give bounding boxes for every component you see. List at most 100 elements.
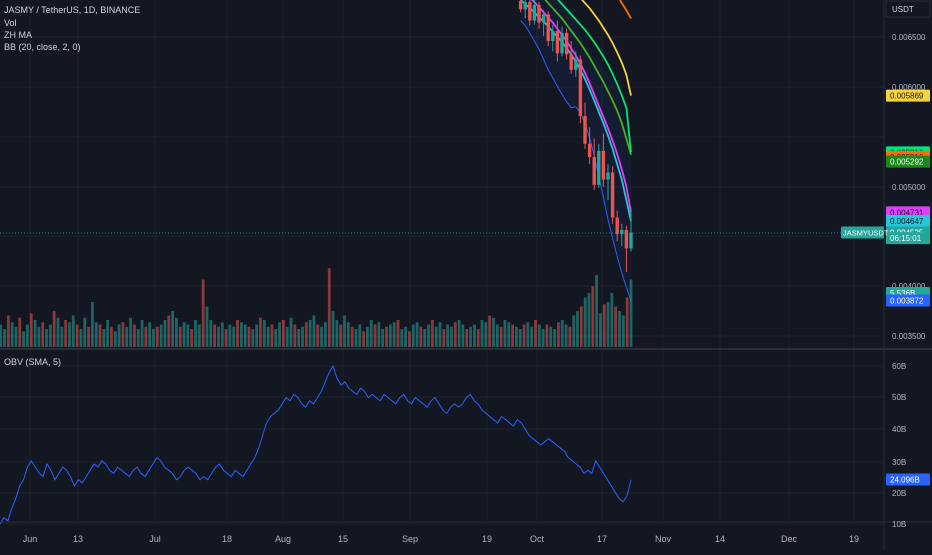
volume-bar xyxy=(392,322,396,347)
volume-bar xyxy=(545,324,549,347)
volume-bar xyxy=(366,326,369,347)
price-badge-countdown: 06:15:01 xyxy=(890,234,922,243)
volume-bar xyxy=(178,326,182,347)
volume-bar xyxy=(373,324,377,347)
volume-bar xyxy=(564,324,568,347)
volume-bar xyxy=(411,324,415,347)
volume-bar xyxy=(587,293,591,347)
volume-bar xyxy=(60,326,64,347)
time-tick-label: 19 xyxy=(482,534,492,544)
price-tick-label: 0.006000 xyxy=(892,83,926,92)
volume-bar xyxy=(209,320,213,347)
volume-bar xyxy=(3,329,6,347)
candle-body xyxy=(592,157,596,185)
legend-bb[interactable]: BB (20, close, 2, 0) xyxy=(4,42,81,52)
volume-bar xyxy=(400,329,404,347)
price-badge-yellow-ma: 0.005869 xyxy=(890,92,924,101)
price-badge-bg xyxy=(886,155,930,168)
volume-bar xyxy=(266,326,270,347)
time-tick-label: 13 xyxy=(73,534,83,544)
volume-bar xyxy=(259,317,262,347)
volume-bar xyxy=(537,324,541,347)
volume-bar xyxy=(369,320,373,347)
volume-bar xyxy=(568,326,572,347)
time-tick-label: 15 xyxy=(338,534,348,544)
volume-bar xyxy=(362,331,365,347)
volume-bar xyxy=(591,286,595,347)
price-tick-label: 0.004000 xyxy=(892,282,926,291)
volume-bar xyxy=(293,324,297,347)
volume-bar xyxy=(465,329,469,347)
legend-ma[interactable]: ZH MA xyxy=(4,30,32,40)
volume-bar xyxy=(140,320,144,347)
obv-tick-label: 20B xyxy=(892,489,906,498)
volume-bar xyxy=(129,317,132,347)
obv-line xyxy=(0,364,632,525)
volume-bar xyxy=(557,322,560,347)
volume-bar xyxy=(308,320,312,347)
ma-line xyxy=(581,0,632,96)
volume-bar xyxy=(541,329,545,347)
volume-bar xyxy=(324,322,327,347)
volume-bar xyxy=(144,326,148,347)
volume-bar xyxy=(610,293,614,347)
volume-bar xyxy=(182,322,186,347)
legend-symbol[interactable]: JASMY / TetherUS, 1D, BINANCE xyxy=(4,5,141,15)
volume-bar xyxy=(316,324,320,347)
volume-bar xyxy=(488,315,492,347)
volume-bar xyxy=(175,317,178,347)
volume-bar xyxy=(515,326,518,347)
candle-body xyxy=(546,14,550,42)
volume-bar xyxy=(301,326,304,347)
price-tick-label: 0.003500 xyxy=(892,332,926,341)
volume-bar xyxy=(350,326,354,347)
volume-bar xyxy=(148,322,152,347)
volume-bar xyxy=(621,315,625,347)
legend-obv[interactable]: OBV (SMA, 5) xyxy=(4,357,62,367)
candle-body xyxy=(574,59,578,70)
volume-bar xyxy=(599,313,602,347)
volume-bar xyxy=(343,315,346,347)
ma-line xyxy=(619,0,632,19)
volume-bar xyxy=(530,326,534,347)
price-badge-bg xyxy=(886,294,930,307)
candle-body xyxy=(541,14,546,23)
candle-body xyxy=(629,232,633,249)
volume-bar xyxy=(29,313,33,347)
volume-bar xyxy=(522,324,526,347)
volume-bar xyxy=(22,331,26,347)
symbol-tag-bg xyxy=(841,226,884,239)
time-tick-label: 17 xyxy=(597,534,607,544)
candle-body xyxy=(597,150,601,185)
candle-body xyxy=(551,30,555,42)
time-tick-label: 18 xyxy=(222,534,232,544)
price-badge-bg xyxy=(886,214,930,227)
volume-bar xyxy=(419,326,423,347)
volume-bar xyxy=(388,324,392,347)
volume-bar xyxy=(297,329,301,347)
candle-body xyxy=(620,229,624,235)
price-tick-label: 0.006500 xyxy=(892,33,926,42)
volume-bar xyxy=(423,329,427,347)
volume-bar xyxy=(285,326,289,347)
legend-volume[interactable]: Vol xyxy=(4,18,17,28)
volume-bar xyxy=(186,324,190,347)
price-badge-volume: 5.536B xyxy=(890,289,915,298)
volume-bar xyxy=(90,302,94,347)
volume-bar xyxy=(10,322,14,347)
volume-bar xyxy=(167,315,171,347)
volume-bar xyxy=(14,326,18,347)
candle-body xyxy=(532,5,537,21)
candle-body xyxy=(624,229,629,249)
volume-bar xyxy=(274,329,278,347)
volume-bar xyxy=(629,279,633,347)
symbol-tag: JASMYUSDT xyxy=(843,228,889,237)
volume-bar xyxy=(457,320,461,347)
candle-body xyxy=(555,30,560,54)
volume-bar xyxy=(281,320,285,347)
volume-bar xyxy=(469,326,472,347)
price-badge-magenta-ma: 0.004731 xyxy=(890,208,924,217)
price-badge-bg xyxy=(886,232,930,245)
